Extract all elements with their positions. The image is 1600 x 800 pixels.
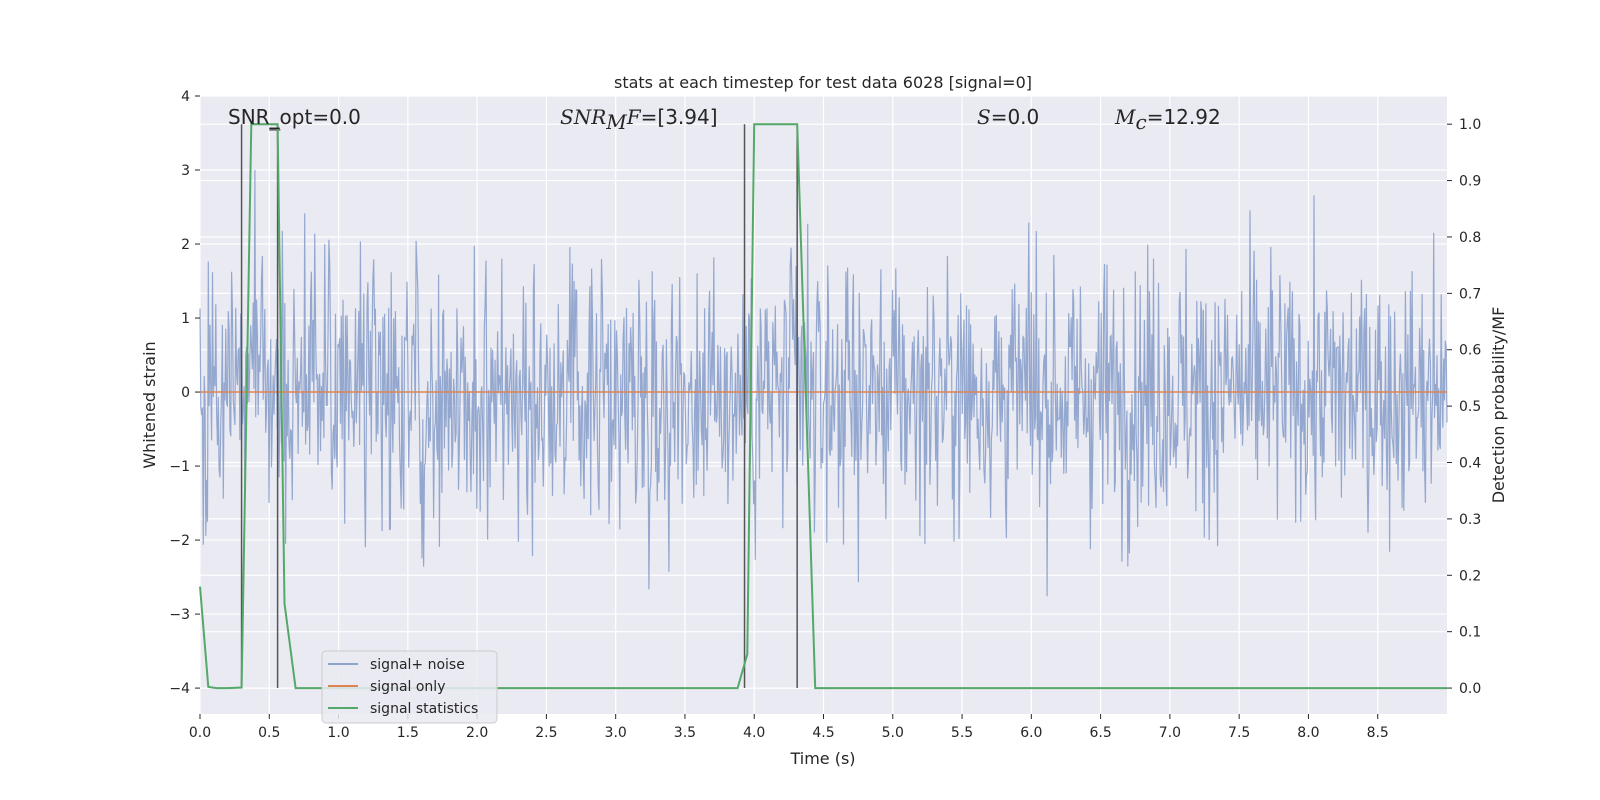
mc-subscript: c (1135, 110, 1146, 134)
right-y-tick-label: 0.9 (1459, 174, 1481, 190)
s-annotation: S=0.0 (977, 105, 1039, 129)
s-label: S (977, 105, 991, 129)
snr-mf-f: F (626, 105, 642, 129)
x-tick-label: 6.5 (1089, 725, 1111, 741)
legend: signal+ noise signal only signal statist… (321, 650, 498, 724)
x-tick-label: 2.5 (535, 725, 557, 741)
snr-mf-label: SNR (560, 105, 606, 129)
right-y-axis-label: Detection probability/MF (1489, 307, 1508, 504)
x-tick-label: 5.5 (951, 725, 973, 741)
x-tick-label: 1.0 (327, 725, 349, 741)
mc-value: =12.92 (1147, 105, 1221, 129)
snr-opt-annotation: SNR_opt=0.0 (228, 105, 361, 129)
x-tick-label: 5.0 (882, 725, 904, 741)
right-y-tick-label: 0.8 (1459, 230, 1481, 246)
right-y-tick-label: 0.4 (1459, 456, 1481, 472)
right-y-axis-ticks: 1.0 0.9 0.8 0.7 0.6 0.5 0.4 0.3 0.2 0.1 0.0 (1447, 117, 1481, 697)
chart-title: stats at each timestep for test data 602… (614, 73, 1032, 92)
snr-mf-value: =[3.94] (641, 105, 718, 129)
mc-annotation: Mc=12.92 (1114, 105, 1221, 134)
left-y-tick-label: −2 (169, 533, 190, 549)
left-y-tick-label: 2 (181, 237, 190, 253)
x-tick-label: 1.5 (397, 725, 419, 741)
x-tick-label: 7.0 (1159, 725, 1181, 741)
right-y-tick-label: 0.0 (1459, 681, 1481, 697)
right-y-tick-label: 0.2 (1459, 568, 1481, 584)
x-tick-label: 0.0 (189, 725, 211, 741)
snr-mf-annotation: SNRMF=[3.94] (560, 105, 718, 134)
right-y-tick-label: 0.5 (1459, 399, 1481, 415)
vertical-markers (240, 124, 798, 689)
s-value: =0.0 (991, 105, 1040, 129)
x-axis-label: Time (s) (789, 749, 855, 768)
right-y-tick-label: 1.0 (1459, 117, 1481, 133)
x-tick-label: 3.0 (605, 725, 627, 741)
right-y-tick-label: 0.3 (1459, 512, 1481, 528)
signal-statistics-series (199, 123, 1447, 690)
left-y-tick-label: −3 (169, 607, 190, 623)
left-y-tick-label: 4 (181, 89, 190, 105)
right-y-tick-label: 0.1 (1459, 625, 1481, 641)
legend-label-signal-only: signal only (370, 679, 445, 695)
left-y-tick-label: 3 (181, 163, 190, 179)
signal-noise-series (199, 169, 1448, 597)
x-tick-label: 8.5 (1367, 725, 1389, 741)
snr-mf-subscript: M (605, 110, 627, 134)
x-tick-label: 7.5 (1228, 725, 1250, 741)
right-y-tick-label: 0.7 (1459, 286, 1481, 302)
x-tick-label: 2.0 (466, 725, 488, 741)
left-y-tick-label: −4 (169, 681, 190, 697)
x-tick-label: 0.5 (258, 725, 280, 741)
legend-label-noise: signal+ noise (370, 657, 465, 673)
mc-label: M (1114, 105, 1136, 129)
legend-label-statistics: signal statistics (370, 701, 478, 717)
x-tick-label: 3.5 (674, 725, 696, 741)
x-tick-label: 4.0 (743, 725, 765, 741)
x-tick-label: 4.5 (812, 725, 834, 741)
right-y-tick-label: 0.6 (1459, 343, 1481, 359)
left-y-tick-label: 1 (181, 311, 190, 327)
x-tick-label: 8.0 (1297, 725, 1319, 741)
signal-noise-line (199, 169, 1448, 597)
left-y-axis-label: Whitened strain (140, 341, 159, 468)
left-y-tick-label: −1 (169, 459, 190, 475)
x-tick-label: 6.0 (1020, 725, 1042, 741)
legend-box (321, 650, 498, 724)
x-axis-ticks: 0.0 0.5 1.0 1.5 2.0 2.5 3.0 3.5 4.0 4.5 5.0 5.5 6.0 6… (189, 714, 1389, 741)
left-y-axis-ticks: 4 3 2 1 0 −1 −2 −3 −4 (169, 89, 200, 697)
left-y-tick-label: 0 (181, 385, 190, 401)
